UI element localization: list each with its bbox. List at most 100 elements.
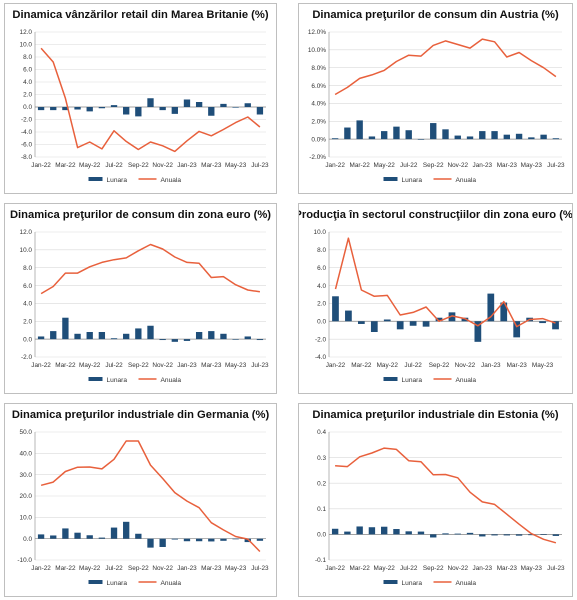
y-tick-label: -2.0 (315, 336, 326, 343)
monthly-bar (208, 331, 215, 340)
legend-line-label: Anuala (161, 377, 182, 384)
x-tick-label: Jul-22 (400, 162, 418, 169)
monthly-bar (232, 538, 239, 540)
monthly-bar (393, 529, 400, 535)
x-tick-label: Nov-22 (447, 162, 468, 169)
x-tick-label: Jan-22 (325, 162, 345, 169)
x-tick-label: Jan-23 (473, 565, 493, 572)
monthly-bar (220, 333, 227, 340)
monthly-bar (454, 135, 461, 140)
monthly-bar (442, 129, 449, 140)
annual-line (334, 237, 556, 328)
y-tick-label: 4.0 (23, 79, 32, 86)
x-tick-label: May-23 (532, 362, 554, 369)
monthly-bar (220, 103, 227, 107)
legend-line-label: Anuala (161, 177, 182, 184)
x-tick-label: Jan-23 (177, 362, 197, 369)
monthly-bar (454, 533, 461, 535)
monthly-bar (244, 538, 251, 543)
monthly-bar (256, 339, 264, 341)
monthly-bar (159, 538, 166, 547)
x-tick-label: Jul-22 (105, 162, 123, 169)
y-tick-label: 12.0% (308, 29, 326, 36)
legend-bar-label: Lunara (402, 177, 423, 184)
monthly-bar (220, 538, 227, 541)
y-tick-label: 4.0% (311, 101, 326, 108)
y-tick-label: 0.0 (23, 336, 32, 343)
y-tick-label: 0.0 (317, 532, 326, 539)
monthly-bar (405, 130, 412, 140)
y-tick-label: 12.0 (20, 29, 33, 36)
monthly-bar (435, 317, 443, 322)
monthly-bar (50, 331, 57, 340)
monthly-bar (62, 107, 69, 111)
y-tick-label: 10.0 (20, 515, 33, 522)
x-tick-label: Jan-22 (31, 565, 51, 572)
x-tick-label: Mar-23 (201, 565, 222, 572)
y-tick-label: -2.0 (21, 117, 32, 124)
x-tick-label: Jul-23 (251, 565, 269, 572)
legend-bar-swatch (383, 377, 398, 381)
annual-line (334, 38, 557, 96)
x-tick-label: Mar-22 (350, 565, 371, 572)
monthly-bar (466, 136, 474, 140)
chart-svg: Producţia în sectorul construcţiilor din… (299, 209, 572, 384)
monthly-bar (396, 321, 404, 330)
monthly-bar (331, 528, 339, 535)
monthly-bar (50, 107, 57, 111)
legend-bar-label: Lunara (107, 177, 128, 184)
chart-panel-uk-retail: Dinamica vânzărilor retail din Marea Bri… (4, 3, 277, 194)
x-tick-label: Mar-22 (351, 362, 372, 369)
monthly-bar (368, 527, 376, 535)
x-tick-label: Jul-22 (105, 362, 123, 369)
monthly-bar (37, 534, 45, 539)
monthly-bar (552, 321, 559, 330)
monthly-bar (491, 131, 498, 140)
monthly-bar (474, 321, 482, 342)
monthly-bar (357, 321, 365, 324)
chart-title: Dinamica preţurilor industriale din Esto… (312, 409, 558, 421)
y-tick-label: 10.0 (314, 229, 327, 236)
monthly-bar (356, 526, 363, 535)
monthly-bar (430, 123, 437, 140)
monthly-bar (256, 107, 264, 115)
x-tick-label: May-23 (225, 362, 247, 369)
y-tick-label: 40.0 (20, 451, 33, 458)
monthly-bar (356, 120, 363, 140)
chart-svg: Dinamica preţurilor de consum din zona e… (10, 209, 271, 384)
x-tick-label: Jul-23 (251, 362, 269, 369)
legend-bar-label: Lunara (107, 580, 128, 587)
y-tick-label: 8.0 (317, 247, 326, 254)
monthly-bar (479, 131, 486, 140)
x-tick-label: Mar-23 (201, 162, 222, 169)
monthly-bar (86, 107, 93, 112)
monthly-bar (491, 534, 498, 536)
monthly-bar (552, 138, 560, 140)
y-tick-label: -4.0 (315, 354, 326, 361)
monthly-bar (110, 527, 118, 539)
legend-bar-label: Lunara (402, 580, 423, 587)
monthly-bar (380, 131, 388, 140)
x-tick-label: Nov-22 (152, 565, 173, 572)
x-tick-label: Mar-23 (507, 362, 528, 369)
y-tick-label: 6.0% (311, 83, 326, 90)
monthly-bar (539, 321, 546, 324)
annual-line (40, 243, 261, 295)
monthly-bar (123, 521, 130, 539)
monthly-bar (256, 538, 264, 541)
monthly-bar (422, 321, 430, 327)
monthly-bar (244, 336, 251, 340)
x-tick-label: Nov-22 (447, 565, 468, 572)
monthly-bar (62, 317, 69, 340)
x-tick-label: May-23 (225, 162, 247, 169)
x-tick-label: May-22 (79, 362, 101, 369)
annual-line (40, 440, 261, 553)
chart-panel-estonia-ppi: Dinamica preţurilor industriale din Esto… (298, 403, 573, 597)
monthly-bar (383, 319, 391, 322)
monthly-bar (183, 538, 191, 542)
monthly-bar (430, 534, 437, 538)
y-tick-label: -10.0 (17, 557, 32, 564)
y-tick-label: -2.0% (309, 154, 326, 161)
chart-title: Producţia în sectorul construcţiilor din… (299, 209, 572, 221)
monthly-bar (344, 531, 351, 535)
